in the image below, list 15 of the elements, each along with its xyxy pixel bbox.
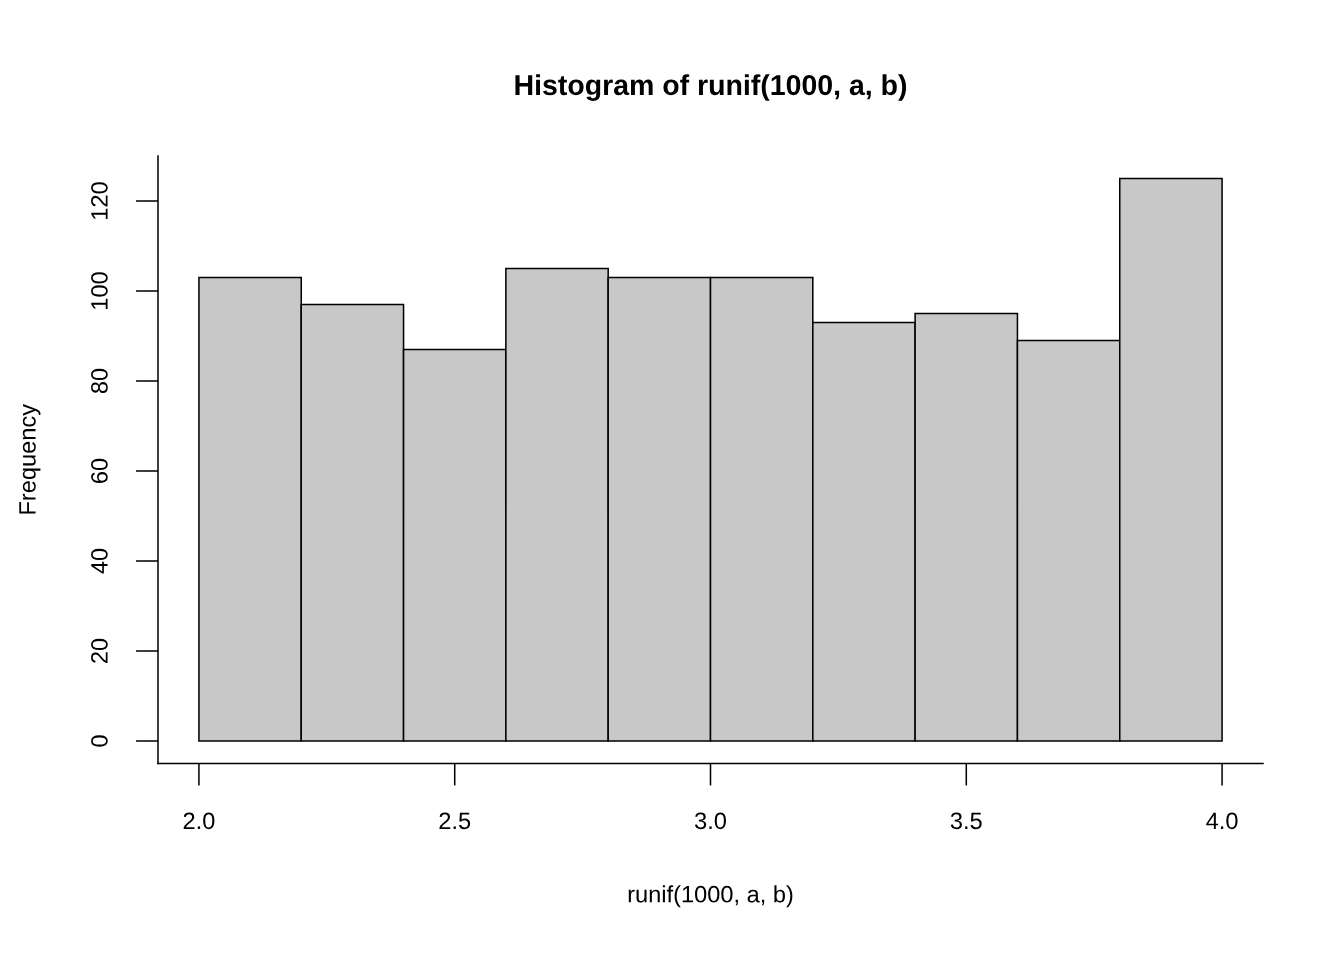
x-tick-label: 2.5	[439, 812, 471, 830]
y-tick-label: 40	[91, 548, 108, 574]
x-tick-label: 3.5	[950, 812, 982, 830]
x-tick-label: 4.0	[1206, 812, 1238, 830]
y-tick-label: 100	[91, 272, 108, 309]
x-axis-title: runif(1000, a, b)	[628, 885, 793, 908]
y-tick-label: 80	[91, 368, 108, 394]
x-tick-label: 2.0	[183, 812, 215, 830]
y-tick-label: 120	[91, 182, 108, 219]
chart-title: Histogram of runif(1000, a, b)	[515, 74, 907, 101]
y-tick-label: 60	[91, 458, 108, 483]
x-tick-label: 3.0	[694, 812, 726, 830]
y-tick-label: 0	[91, 735, 108, 747]
y-tick-label: 20	[91, 638, 108, 663]
y-axis-title: Frequency	[19, 404, 41, 514]
